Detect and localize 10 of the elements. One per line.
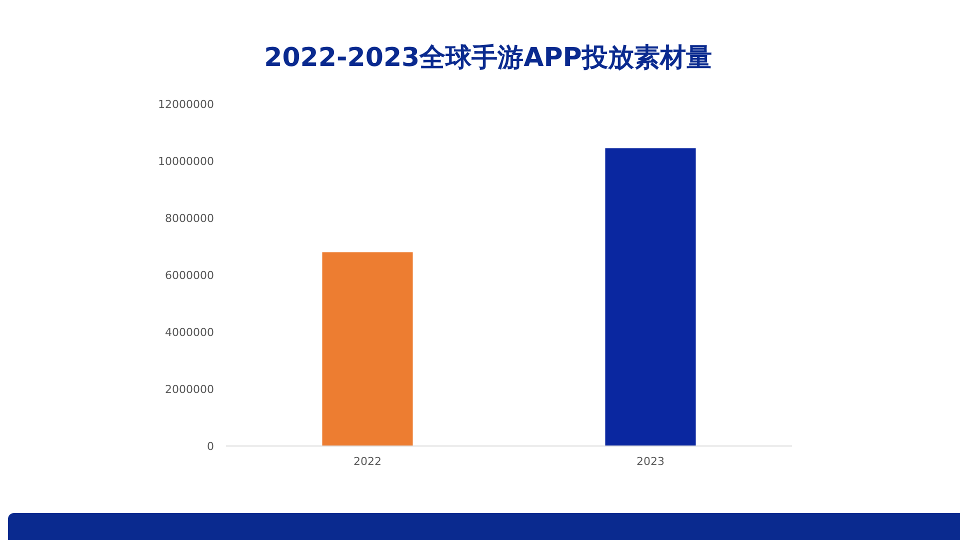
y-tick-label: 2000000: [165, 382, 214, 396]
y-tick-label: 0: [207, 440, 214, 453]
y-tick-label: 6000000: [165, 268, 214, 282]
y-tick-label: 12000000: [158, 98, 214, 111]
chart-title: 2022-2023全球手游APP投放素材量: [264, 43, 712, 73]
y-tick-label: 4000000: [165, 326, 214, 339]
x-tick-label: 2023: [636, 455, 664, 468]
y-tick-label: 10000000: [158, 154, 214, 168]
x-tick-label: 2022: [354, 455, 382, 468]
y-tick-label: 8000000: [165, 212, 214, 225]
